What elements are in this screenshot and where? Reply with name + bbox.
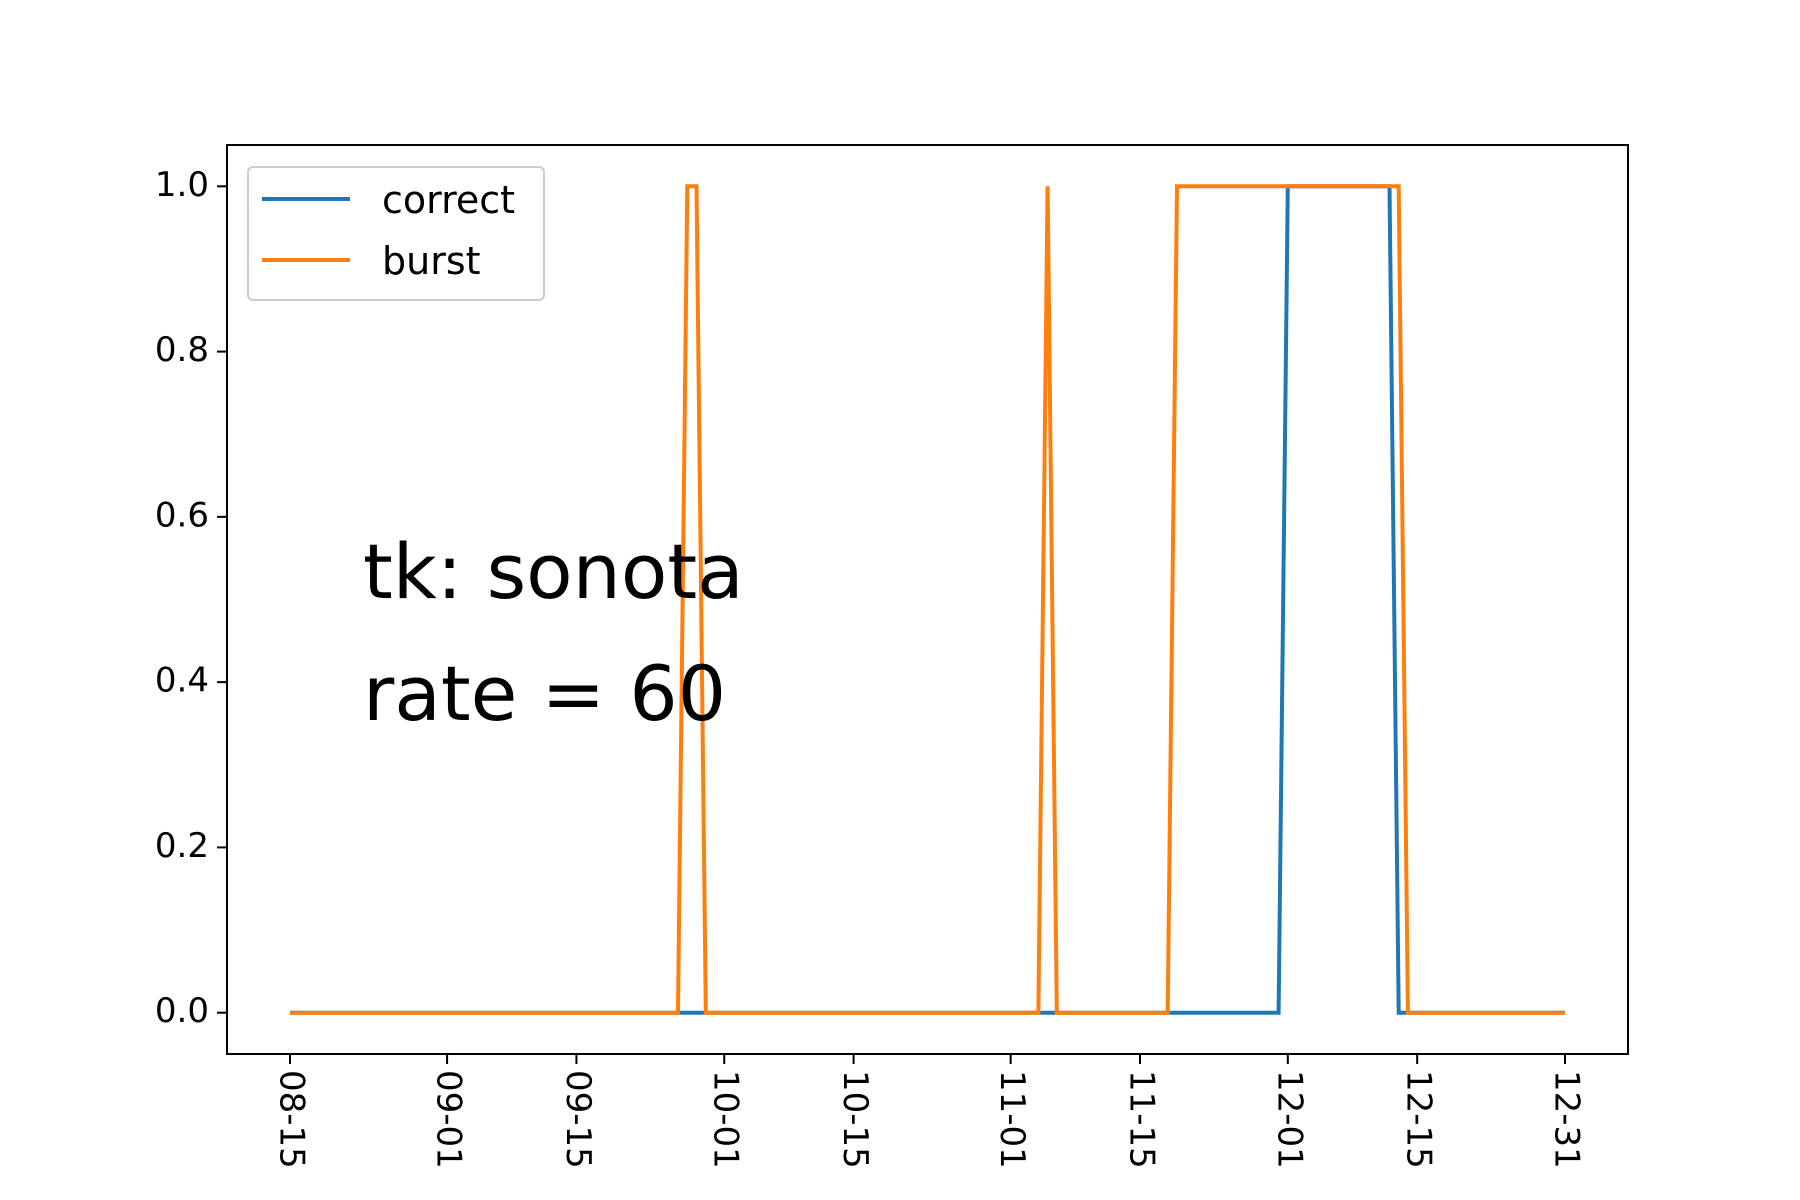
x-tick-label: 10-15 (835, 1070, 875, 1169)
x-tick-label: 09-15 (558, 1070, 598, 1169)
x-tick-label: 11-15 (1122, 1070, 1162, 1169)
legend-label-burst: burst (382, 239, 481, 283)
y-tick-label: 0.8 (155, 330, 209, 370)
y-tick-label: 1.0 (155, 165, 209, 205)
y-tick-label: 0.4 (155, 661, 209, 701)
plot-frame (226, 144, 1629, 1055)
x-tick-label: 12-15 (1399, 1070, 1439, 1169)
series-line-burst (290, 184, 1565, 1015)
legend-label-correct: correct (382, 178, 515, 222)
x-tick-label: 12-31 (1547, 1070, 1587, 1169)
y-tick-label: 0.0 (155, 991, 209, 1031)
x-tick-label: 12-01 (1269, 1070, 1309, 1169)
annotation-line-2: rate = 60 (363, 649, 726, 738)
annotation-line-1: tk: sonota (363, 527, 744, 616)
plot-lines (290, 184, 1565, 1015)
x-tick-label: 09-01 (429, 1070, 469, 1169)
x-tick-label: 10-01 (706, 1070, 746, 1169)
y-tick-label: 0.2 (155, 826, 209, 866)
x-tick-label: 11-01 (992, 1070, 1032, 1169)
x-tick-label: 08-15 (272, 1070, 312, 1169)
y-tick-label: 0.6 (155, 495, 209, 535)
x-axis: 08-15 09-01 09-15 10-01 10-15 11-01 11-15 12-01… (272, 1054, 1587, 1169)
y-axis: 0.0 0.2 0.4 0.6 0.8 1.0 (155, 165, 227, 1031)
legend: correct burst (247, 166, 545, 301)
